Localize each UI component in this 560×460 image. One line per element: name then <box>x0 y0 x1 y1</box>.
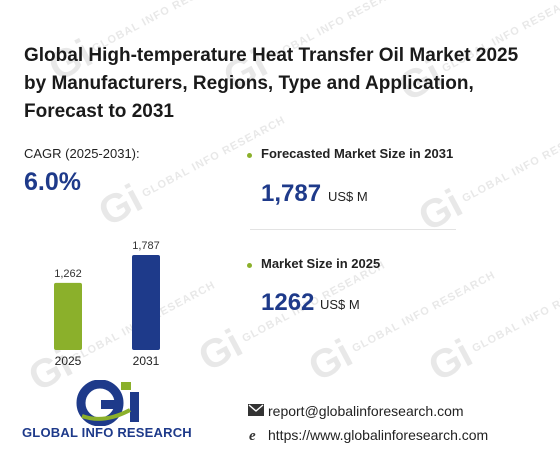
email-icon <box>248 404 264 416</box>
globe-icon: e <box>249 428 256 443</box>
bar-2031 <box>132 255 160 350</box>
bar-value-label: 1,262 <box>54 268 82 280</box>
contact-email[interactable]: report@globalinforesearch.com <box>268 403 464 419</box>
metric-divider <box>250 229 456 230</box>
market-size-label: Market Size in 2025 <box>261 256 381 271</box>
bar-2025 <box>54 282 82 350</box>
market-size-unit: US$ M <box>320 297 360 312</box>
cagr-value: 6.0% <box>24 168 81 196</box>
bar-value-label: 1,787 <box>132 240 160 252</box>
brand-logo-text: GLOBAL INFO RESEARCH <box>22 425 192 440</box>
bullet-icon <box>247 263 252 268</box>
brand-logo-icon <box>76 380 139 426</box>
category-label: 2031 <box>133 354 160 368</box>
bullet-icon <box>247 153 252 158</box>
forecast-size-unit: US$ M <box>328 189 368 204</box>
forecast-size-value: 1,787 <box>261 180 322 207</box>
market-size-value: 1262 <box>261 289 315 316</box>
contact-website[interactable]: https://www.globalinforesearch.com <box>268 427 489 443</box>
svg-text:e: e <box>249 428 256 443</box>
category-label: 2025 <box>55 354 82 368</box>
page-title: Global High-temperature Heat Transfer Oi… <box>24 45 519 122</box>
forecast-size-label: Forecasted Market Size in 2031 <box>261 146 454 161</box>
cagr-label: CAGR (2025-2031): <box>24 146 140 161</box>
